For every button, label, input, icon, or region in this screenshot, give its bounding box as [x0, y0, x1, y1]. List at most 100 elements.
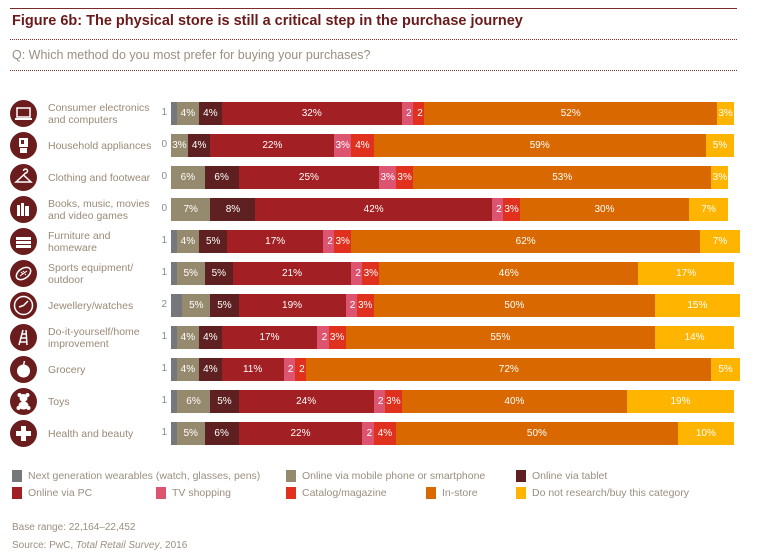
bar-segment [700, 230, 740, 253]
data-label: 0 [161, 139, 167, 150]
data-label: 1 [161, 235, 167, 246]
top-rule [10, 8, 737, 9]
bar-segment [362, 262, 380, 285]
laptop-icon [10, 100, 37, 127]
bar-segment [176, 390, 211, 413]
data-label: 1 [161, 427, 167, 438]
bar-segment [503, 198, 521, 221]
data-label: 30% [594, 204, 615, 215]
data-label: 3% [504, 204, 519, 215]
bar-segment [351, 230, 701, 253]
category-label-line: Books, music, movies [48, 197, 150, 210]
books-icon [10, 196, 37, 223]
chart-subtitle: Q: Which method do you most prefer for b… [12, 48, 371, 62]
data-label: 2 [161, 299, 167, 310]
legend-swatch [286, 470, 296, 482]
data-label: 7% [712, 236, 728, 247]
data-label: 5% [189, 300, 204, 311]
bar-segment [238, 294, 346, 317]
bar-segment [176, 422, 205, 445]
data-label: 6% [214, 428, 229, 439]
data-label: 6% [214, 172, 229, 183]
data-label: 1 [161, 331, 167, 342]
bar-segment [210, 390, 239, 413]
data-label: 1 [161, 267, 167, 278]
category-label-line: Health and beauty [48, 427, 134, 440]
data-label: 2 [377, 396, 384, 407]
bar-segment [401, 390, 628, 413]
bar-segment [384, 390, 402, 413]
data-label: 72% [498, 364, 519, 375]
bed-icon [10, 228, 37, 255]
bar-segment [396, 422, 678, 445]
data-label: 4% [180, 108, 196, 119]
legend-swatch [516, 487, 526, 499]
bar-segment [171, 294, 183, 317]
category-label-line: outdoor [48, 273, 84, 286]
data-label: 3% [718, 108, 733, 119]
data-label: 22% [262, 140, 283, 151]
category-label-line: Household appliances [48, 139, 152, 152]
bar-segment [171, 230, 177, 253]
data-label: 3% [380, 172, 395, 183]
data-label: 14% [684, 332, 705, 343]
bar-segment [171, 262, 177, 285]
bar-segment [520, 198, 689, 221]
bar-segment [255, 198, 492, 221]
bar-segment [171, 358, 177, 381]
category-label-line: homeware [48, 241, 98, 254]
ladder-icon [10, 324, 37, 351]
apple-icon [10, 356, 37, 383]
bar-segment [176, 230, 200, 253]
data-label: 4% [180, 236, 196, 247]
data-label: 2 [327, 236, 333, 247]
category-label-line: improvement [48, 337, 109, 350]
data-label: 59% [529, 140, 550, 151]
data-label: 24% [296, 396, 317, 407]
category-label-line: and video games [48, 209, 128, 222]
data-label: 2 [496, 204, 502, 215]
legend-item: Online via PC [12, 487, 92, 499]
data-label: 19% [670, 396, 691, 407]
bar-segment [351, 134, 374, 157]
legend-swatch [156, 487, 166, 499]
data-label: 42% [363, 204, 384, 215]
bar-segment [182, 294, 211, 317]
data-label: 1 [161, 363, 167, 374]
bar-segment [356, 294, 374, 317]
data-label: 46% [498, 268, 519, 279]
category-label-line: Sports equipment/ [48, 261, 134, 274]
legend-label: Online via PC [28, 487, 93, 499]
data-label: 2 [406, 108, 412, 119]
data-label: 3% [329, 332, 345, 343]
bar-segment [221, 326, 318, 349]
data-label: 4% [355, 140, 370, 151]
category-label-line: Do-it-yourself/home [48, 325, 140, 338]
category-label-line: Grocery [48, 363, 86, 376]
category-label-line: Clothing and footwear [48, 171, 151, 184]
category-label: Consumer electronics and computers [48, 102, 150, 126]
data-label: 3% [357, 300, 373, 311]
bar-segment [334, 134, 352, 157]
legend-label: Do not research/buy this category [532, 487, 689, 499]
bar-segment [221, 358, 284, 381]
category-label: Health and beauty [48, 428, 133, 440]
data-label: 55% [490, 332, 511, 343]
bar-segment [176, 358, 200, 381]
bar-segment [199, 358, 222, 381]
data-label: 4% [203, 108, 218, 119]
data-label: 21% [282, 268, 303, 279]
legend-item: Next generation wearables (watch, glasse… [12, 470, 260, 482]
category-label: Grocery [48, 364, 85, 376]
teddy-bear-icon [10, 388, 37, 415]
legend-label: Online via mobile phone or smartphone [302, 470, 486, 482]
data-label: 5% [205, 236, 221, 247]
bar-segment [176, 102, 200, 125]
blender-icon [10, 132, 37, 159]
data-label: 3% [397, 172, 412, 183]
data-label: 22% [290, 428, 311, 439]
source-note: Source: PwC, Total Retail Survey, 2016 [12, 540, 187, 551]
data-label: 17% [676, 268, 697, 279]
bar-segment [306, 358, 712, 381]
bar-segment [424, 102, 718, 125]
